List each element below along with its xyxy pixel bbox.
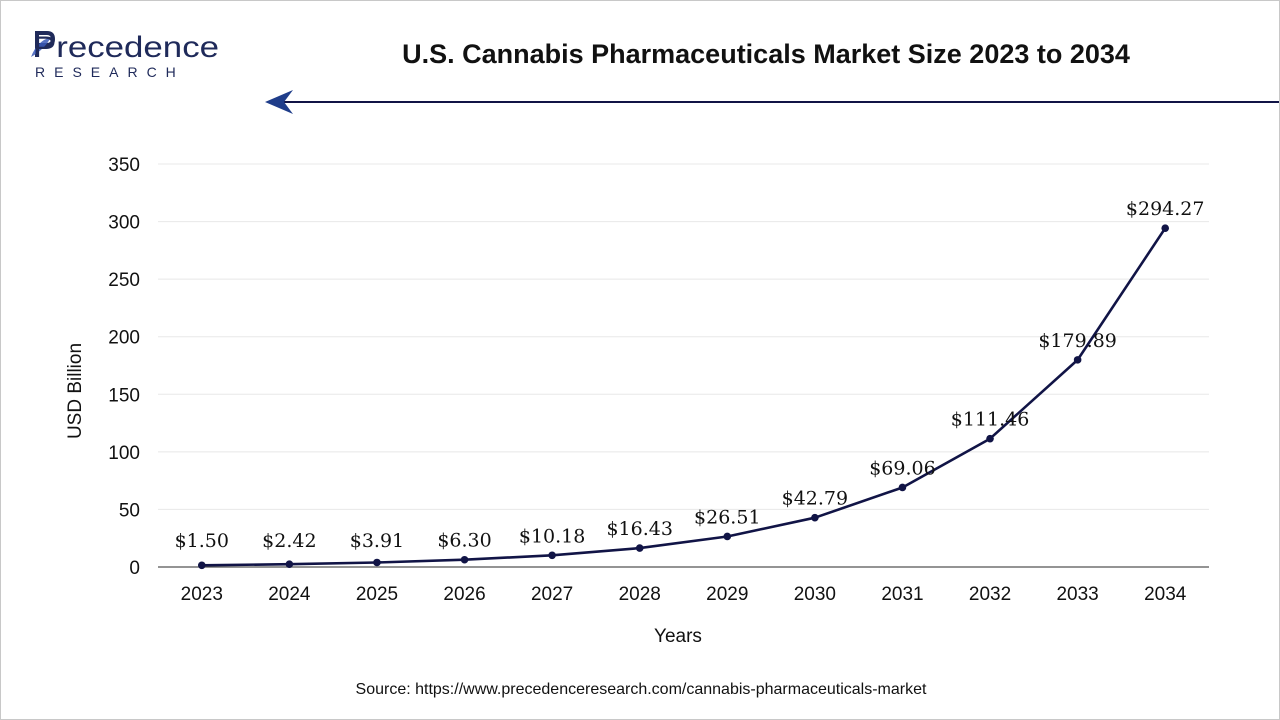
data-label: $1.50 [175, 530, 229, 552]
data-labels: $1.50 $2.42 $3.91 $6.30 $10.18 $16.43 $26.51 $4… [175, 198, 1205, 552]
data-point [548, 551, 556, 560]
y-tick-label: 200 [108, 328, 140, 349]
x-tick-label: 2023 [181, 584, 223, 605]
data-label: $6.30 [437, 530, 491, 552]
data-points [197, 224, 1170, 570]
logo-name-bottom: RESEARCH [35, 64, 185, 80]
y-tick-label: 350 [108, 155, 140, 176]
y-tick-label: 250 [108, 270, 140, 291]
brand-logo: Precedence RESEARCH [31, 31, 219, 80]
x-axis-ticks: 2023 2024 2025 2026 2027 2028 2029 2030 2031 2032… [181, 584, 1187, 605]
data-label: $26.51 [694, 506, 760, 528]
y-axis-ticks: 0 50 100 150 200 250 300 350 [108, 155, 140, 579]
data-point [635, 544, 644, 552]
data-label: $16.43 [606, 518, 672, 540]
data-point [986, 434, 994, 443]
x-tick-label: 2029 [706, 584, 748, 605]
logo-leaf-icon [31, 37, 51, 57]
data-label: $42.79 [782, 488, 848, 510]
x-tick-label: 2028 [619, 584, 661, 605]
data-point [898, 483, 907, 492]
data-label: $294.27 [1126, 198, 1205, 220]
data-label: $10.18 [519, 525, 585, 547]
series-line [201, 227, 1167, 567]
data-label: $111.46 [951, 409, 1030, 431]
y-tick-label: 150 [108, 385, 140, 406]
x-tick-label: 2025 [356, 584, 398, 605]
data-label: $69.06 [869, 457, 935, 479]
y-tick-label: 300 [108, 213, 140, 234]
data-point [723, 532, 732, 541]
data-label: $2.42 [262, 530, 316, 552]
arrow-left-icon [265, 90, 293, 114]
x-tick-label: 2031 [881, 584, 923, 605]
x-tick-label: 2027 [531, 584, 573, 605]
x-tick-label: 2034 [1144, 584, 1187, 605]
data-point [1161, 224, 1170, 232]
data-point [811, 513, 819, 522]
data-point [285, 560, 294, 569]
data-point [460, 555, 469, 564]
source-note: Source: https://www.precedenceresearch.c… [355, 681, 927, 698]
data-point [1073, 356, 1082, 364]
data-point [373, 558, 381, 567]
x-tick-label: 2033 [1056, 584, 1098, 605]
y-tick-label: 0 [129, 558, 140, 579]
x-tick-label: 2024 [268, 584, 311, 605]
data-label: $3.91 [350, 530, 404, 552]
x-tick-label: 2032 [969, 584, 1011, 605]
y-tick-label: 50 [119, 500, 140, 521]
chart-title: U.S. Cannabis Pharmaceuticals Market Siz… [402, 39, 1130, 69]
y-axis-label: USD Billion [65, 343, 86, 439]
data-label: $179.89 [1038, 330, 1117, 352]
x-tick-label: 2030 [794, 584, 836, 605]
logo-name-top: Precedence [33, 31, 219, 64]
x-tick-label: 2026 [443, 584, 485, 605]
data-point [197, 561, 206, 570]
gridlines [158, 163, 1209, 510]
y-tick-label: 100 [108, 443, 140, 464]
x-axis-label: Years [654, 626, 702, 647]
header-rule [265, 90, 1279, 114]
